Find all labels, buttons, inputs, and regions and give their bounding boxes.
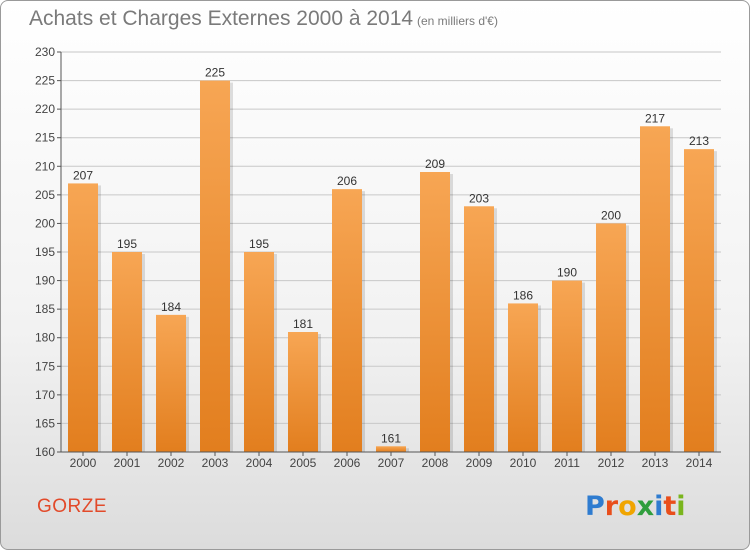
y-tick-label: 185	[35, 302, 55, 316]
y-tick-label: 190	[35, 274, 55, 288]
bar-value-label: 207	[73, 168, 93, 182]
bar-2008	[420, 172, 450, 452]
x-tick-label: 2004	[246, 456, 273, 470]
bar-value-label: 209	[425, 157, 445, 171]
bar-2014	[684, 149, 714, 452]
y-tick-label: 205	[35, 188, 55, 202]
x-tick-label: 2001	[114, 456, 141, 470]
x-tick-label: 2009	[466, 456, 493, 470]
commune-name: GORZE	[37, 496, 108, 517]
bar-2010	[508, 303, 538, 452]
y-tick-label: 180	[35, 331, 55, 345]
x-tick-label: 2014	[686, 456, 713, 470]
logo-letter: o	[618, 491, 637, 522]
y-tick-label: 210	[35, 159, 55, 173]
y-tick-label: 160	[35, 445, 55, 459]
bar-2009	[464, 206, 494, 452]
x-tick-label: 2012	[598, 456, 625, 470]
logo-letter: i	[676, 491, 686, 522]
bar-value-label: 225	[205, 66, 225, 80]
x-tick-label: 2005	[290, 456, 317, 470]
x-tick-label: 2006	[334, 456, 361, 470]
y-tick-label: 175	[35, 359, 55, 373]
bar-value-label: 213	[689, 134, 709, 148]
bar-2013	[640, 126, 670, 453]
bar-2012	[596, 223, 626, 452]
y-tick-label: 165	[35, 416, 55, 430]
bar-value-label: 195	[249, 237, 269, 251]
x-tick-label: 2002	[158, 456, 185, 470]
bar-2000	[68, 183, 98, 452]
logo-letter: r	[604, 491, 619, 522]
bar-2007	[376, 446, 406, 452]
bar-value-label: 217	[645, 111, 665, 125]
x-tick-label: 2011	[554, 456, 580, 470]
x-tick-label: 2008	[422, 456, 449, 470]
x-tick-label: 2000	[70, 456, 97, 470]
logo-letter: P	[585, 491, 605, 522]
bar-value-label: 206	[337, 174, 357, 188]
bar-2005	[288, 332, 318, 452]
chart-subtitle: (en milliers d'€)	[417, 14, 498, 28]
bar-value-label: 200	[601, 208, 621, 222]
x-tick-label: 2013	[642, 456, 669, 470]
y-tick-label: 230	[35, 45, 55, 59]
bar-value-label: 161	[381, 431, 401, 445]
bar-value-label: 181	[293, 317, 313, 331]
bar-2006	[332, 189, 362, 452]
logo-letter: i	[654, 491, 664, 522]
x-tick-label: 2003	[202, 456, 229, 470]
y-tick-label: 170	[35, 388, 55, 402]
bar-value-label: 190	[557, 266, 577, 280]
bar-2001	[112, 252, 142, 452]
y-tick-label: 195	[35, 245, 55, 259]
bar-2002	[156, 314, 186, 452]
logo-letter: x	[636, 491, 655, 522]
x-tick-label: 2010	[510, 456, 537, 470]
chart-title: Achats et Charges Externes 2000 à 2014	[29, 7, 414, 30]
bar-value-label: 195	[117, 237, 137, 251]
y-tick-label: 220	[35, 102, 55, 116]
bar-value-label: 203	[469, 191, 489, 205]
y-tick-label: 200	[35, 216, 55, 230]
x-tick-label: 2007	[378, 456, 405, 470]
y-tick-label: 215	[35, 131, 55, 145]
bar-2011	[552, 280, 582, 452]
bar-2003	[200, 80, 230, 453]
bar-value-label: 184	[161, 300, 181, 314]
logo-letter: t	[663, 491, 677, 522]
bar-value-label: 186	[513, 288, 533, 302]
proxiti-logo: Proxiti	[585, 491, 686, 522]
y-tick-label: 225	[35, 74, 55, 88]
bar-2004	[244, 252, 274, 452]
